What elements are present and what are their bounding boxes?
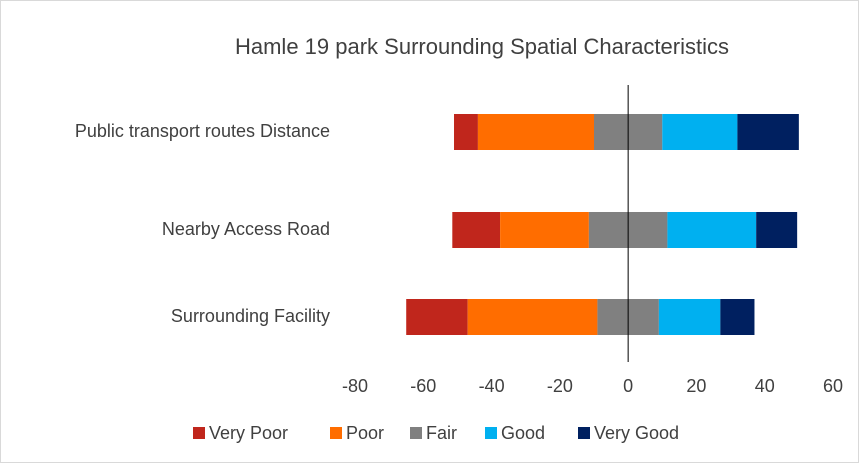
- category-label: Public transport routes Distance: [75, 121, 330, 141]
- legend-swatch: [578, 427, 590, 439]
- legend-label: Very Poor: [209, 423, 288, 443]
- bar-segment: [500, 212, 589, 248]
- x-tick-label: 40: [755, 376, 775, 396]
- bar-segment: [658, 299, 721, 335]
- bar-segment: [720, 299, 755, 335]
- bar-segment: [737, 114, 799, 150]
- x-tick-label: -60: [410, 376, 436, 396]
- bar-segment: [756, 212, 798, 248]
- bar-segment: [667, 212, 757, 248]
- x-tick-label: 0: [623, 376, 633, 396]
- bar-segment: [467, 299, 598, 335]
- legend-label: Poor: [346, 423, 384, 443]
- legend-swatch: [193, 427, 205, 439]
- x-tick-label: 20: [686, 376, 706, 396]
- bar-segment: [406, 299, 468, 335]
- legend-label: Good: [501, 423, 545, 443]
- category-label: Surrounding Facility: [171, 306, 330, 326]
- legend-label: Fair: [426, 423, 457, 443]
- legend-swatch: [485, 427, 497, 439]
- legend-label: Very Good: [594, 423, 679, 443]
- x-tick-label: -40: [479, 376, 505, 396]
- category-label: Nearby Access Road: [162, 219, 330, 239]
- legend-swatch: [410, 427, 422, 439]
- chart-title: Hamle 19 park Surrounding Spatial Charac…: [235, 34, 729, 59]
- x-tick-label: 60: [823, 376, 843, 396]
- bar-segment: [452, 212, 501, 248]
- bar-segment: [454, 114, 478, 150]
- x-tick-label: -80: [342, 376, 368, 396]
- bar-segment: [477, 114, 594, 150]
- legend-swatch: [330, 427, 342, 439]
- bar-segment: [662, 114, 738, 150]
- x-tick-label: -20: [547, 376, 573, 396]
